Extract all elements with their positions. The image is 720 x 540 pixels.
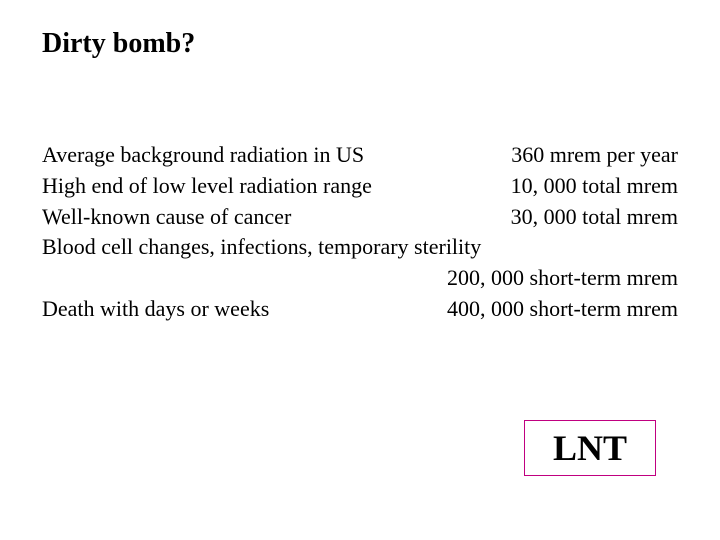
row-low-level-range: High end of low level radiation range 10… xyxy=(42,171,678,202)
row-label: Well-known cause of cancer xyxy=(42,202,291,233)
row-blood-cell-value: 200, 000 short-term mrem xyxy=(42,263,678,294)
row-value: 400, 000 short-term mrem xyxy=(447,294,678,325)
row-value: 10, 000 total mrem xyxy=(511,171,678,202)
slide-title: Dirty bomb? xyxy=(42,28,195,60)
row-value: 30, 000 total mrem xyxy=(511,202,678,233)
row-blood-cell-label: Blood cell changes, infections, temporar… xyxy=(42,232,678,263)
lnt-box: LNT xyxy=(524,420,656,476)
row-label: High end of low level radiation range xyxy=(42,171,372,202)
row-label: Death with days or weeks xyxy=(42,294,269,325)
content-block: Average background radiation in US 360 m… xyxy=(42,140,678,325)
row-death: Death with days or weeks 400, 000 short-… xyxy=(42,294,678,325)
row-value: 200, 000 short-term mrem xyxy=(447,263,678,294)
row-value: 360 mrem per year xyxy=(511,140,678,171)
row-background-radiation: Average background radiation in US 360 m… xyxy=(42,140,678,171)
row-cancer-cause: Well-known cause of cancer 30, 000 total… xyxy=(42,202,678,233)
row-label: Average background radiation in US xyxy=(42,140,364,171)
row-label: Blood cell changes, infections, temporar… xyxy=(42,232,481,263)
